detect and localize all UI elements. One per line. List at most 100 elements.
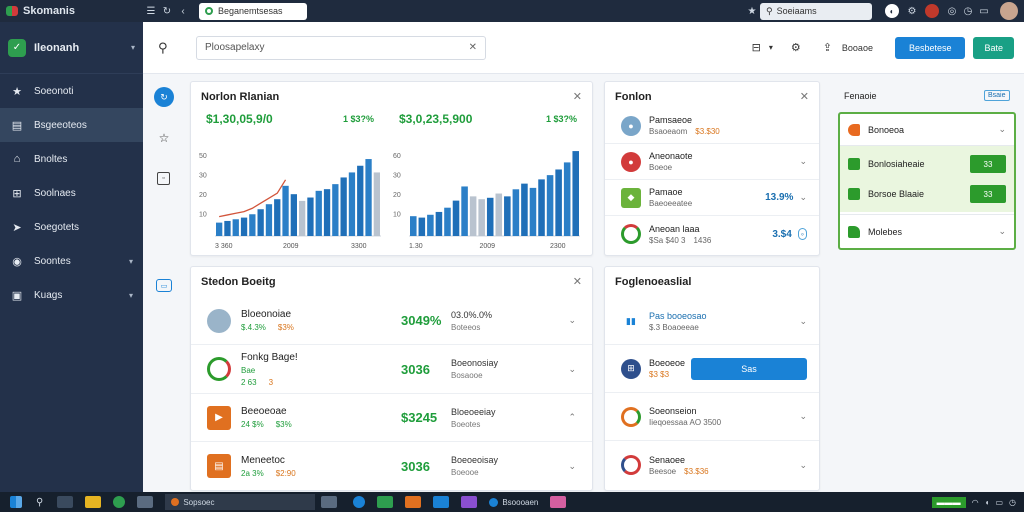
chevron-down-icon[interactable]: ⌄ (799, 156, 807, 166)
bar[interactable] (521, 183, 528, 236)
right-panel-row-button[interactable]: 33 (970, 185, 1006, 203)
mail-icon[interactable] (353, 496, 366, 508)
bar[interactable] (469, 196, 477, 236)
list-item[interactable]: Bloeonoiae $.4.3% $3% 3049% 03.0%.0% Bote… (191, 297, 592, 345)
chevron-up-icon[interactable]: ⌃ (568, 412, 576, 422)
bar[interactable] (224, 220, 231, 236)
edit-icon[interactable] (433, 496, 450, 508)
secondary-action-button[interactable]: Bate (973, 36, 1014, 59)
task-view-icon[interactable] (57, 496, 74, 508)
chat-app-icon[interactable] (550, 496, 567, 508)
bar[interactable] (529, 187, 537, 236)
media-icon[interactable] (461, 496, 478, 508)
tray-status-badge[interactable]: ▬▬▬ (931, 496, 966, 508)
list-item[interactable]: Senaoee Beesoe $3.$36 ⌄ (605, 441, 819, 489)
store-icon[interactable] (377, 496, 394, 508)
bar[interactable] (418, 217, 426, 236)
close-icon[interactable]: ✕ (799, 91, 809, 103)
chevron-down-icon[interactable]: ⌄ (998, 226, 1006, 236)
bar[interactable] (444, 207, 451, 236)
app-icon[interactable] (137, 496, 154, 508)
clock-icon[interactable]: ◷ (1009, 497, 1016, 507)
bar[interactable] (240, 217, 248, 236)
rail-square-icon[interactable]: ▫ (157, 172, 170, 185)
sidebar-item-2[interactable]: ▤ Bsgeeoteos (0, 108, 143, 142)
right-panel-badge[interactable]: Bsaie (984, 90, 1010, 101)
chat-icon[interactable]: ▭ (979, 5, 989, 17)
chevron-down-icon[interactable]: ⌄ (568, 460, 576, 471)
rail-star-icon[interactable]: ☆ (158, 131, 170, 145)
bar[interactable] (340, 177, 347, 236)
toggle-icon[interactable]: ◦ (797, 228, 807, 240)
sidebar-item-7[interactable]: ▣ Kuags ▾ (0, 278, 143, 312)
chevron-down-icon[interactable]: ▾ (768, 43, 773, 52)
folder-icon[interactable] (85, 496, 102, 508)
chevron-down-icon[interactable]: ⌄ (998, 124, 1006, 134)
bar[interactable] (478, 199, 485, 236)
right-panel-row[interactable]: Borsoe Blaaie 33 (840, 180, 1014, 208)
list-item[interactable]: ◆ Pamaoe Baeoeeatee 13.9% ⌄ (605, 180, 819, 216)
search-icon[interactable]: ⚲ (158, 39, 168, 55)
star-icon[interactable]: ★ (747, 5, 757, 17)
bar[interactable] (357, 165, 364, 236)
bar[interactable] (495, 193, 503, 236)
battery-icon[interactable]: ▭ (995, 497, 1004, 507)
sidebar-item-3[interactable]: ⌂ Bnoltes (0, 142, 143, 176)
chevron-down-icon[interactable]: ⌄ (799, 459, 807, 470)
filter-input[interactable] (205, 42, 469, 53)
gear-icon[interactable]: ⚙ (790, 42, 801, 54)
sidebar-item-4[interactable]: ⊞ Soolnaes (0, 176, 143, 210)
browser-icon[interactable] (113, 496, 126, 508)
volume-icon[interactable]: ◖ (984, 497, 990, 507)
profile-badge-icon[interactable] (925, 4, 939, 18)
list-item[interactable]: Soeonseion Iieqoessaa AO 3500 ⌄ (605, 393, 819, 441)
sidebar-item-1[interactable]: ★ Soeonoti (0, 74, 143, 108)
taskbar-search[interactable]: Sopsoec (165, 494, 316, 510)
bar[interactable] (232, 219, 239, 236)
sidebar-item-6[interactable]: ◉ Soontes ▾ (0, 244, 143, 278)
bar[interactable] (512, 189, 520, 236)
list-item[interactable]: ⊞ Boeoeoe $3 $3 Sas (605, 345, 819, 393)
wifi-icon[interactable]: ◠ (971, 497, 979, 507)
history-icon[interactable]: ◷ (963, 5, 973, 17)
bar[interactable] (299, 200, 306, 236)
bar[interactable] (504, 196, 511, 236)
chevron-down-icon[interactable]: ⌄ (799, 192, 807, 202)
bar[interactable] (563, 162, 571, 236)
bar[interactable] (216, 222, 223, 236)
rail-refresh-icon[interactable]: ↻ (154, 87, 174, 107)
clear-icon[interactable]: ✕ (468, 42, 477, 53)
bar[interactable] (332, 184, 339, 236)
bar[interactable] (265, 204, 273, 236)
sidebar-header[interactable]: ✓ Ileonanh ▾ (0, 22, 143, 74)
list-item[interactable]: Fonkg Bage! Bae 2 63 3 3036 Boeonosiay Bo… (191, 345, 592, 394)
list-item[interactable]: ● Pamsaeoe Bsaoeaom $3.$30 (605, 108, 819, 144)
globe-icon[interactable]: ◎ (947, 5, 957, 17)
list-item[interactable]: ▤ Meneetoc 2a 3% $2:90 3036 Boeoeoisay Bo… (191, 442, 592, 490)
bar[interactable] (307, 197, 314, 236)
bar[interactable] (427, 214, 434, 236)
list-item[interactable]: Aneoan laaa $Sa $40 3 1436 3.$4 ◦ (605, 216, 819, 252)
chevron-down-icon[interactable]: ⌄ (568, 363, 576, 374)
export-icon[interactable]: ⇪ (822, 42, 832, 54)
right-panel-row[interactable]: Molebes ⌄ (840, 214, 1014, 248)
bar[interactable] (274, 199, 281, 236)
bar[interactable] (555, 169, 562, 236)
regional-action-button[interactable]: Sas (691, 357, 807, 380)
bar[interactable] (486, 197, 494, 236)
browser-tab[interactable]: Beganemtsesas (199, 2, 307, 20)
bar[interactable] (435, 211, 443, 236)
bar[interactable] (365, 159, 372, 236)
bar[interactable] (572, 151, 579, 236)
bar[interactable] (410, 216, 417, 236)
browser-search[interactable]: ⚲ Soeiaams (760, 2, 872, 20)
right-panel-row[interactable]: Bonoeoa ⌄ (840, 114, 1014, 146)
close-icon[interactable]: ✕ (572, 91, 582, 103)
right-panel-row-button[interactable]: 33 (970, 155, 1006, 173)
primary-action-button[interactable]: Besbetese (894, 36, 966, 59)
bar[interactable] (461, 186, 468, 236)
bar[interactable] (538, 179, 545, 236)
bar[interactable] (315, 190, 322, 236)
compass-icon[interactable]: ◐ (885, 4, 899, 18)
bar[interactable] (373, 172, 380, 236)
